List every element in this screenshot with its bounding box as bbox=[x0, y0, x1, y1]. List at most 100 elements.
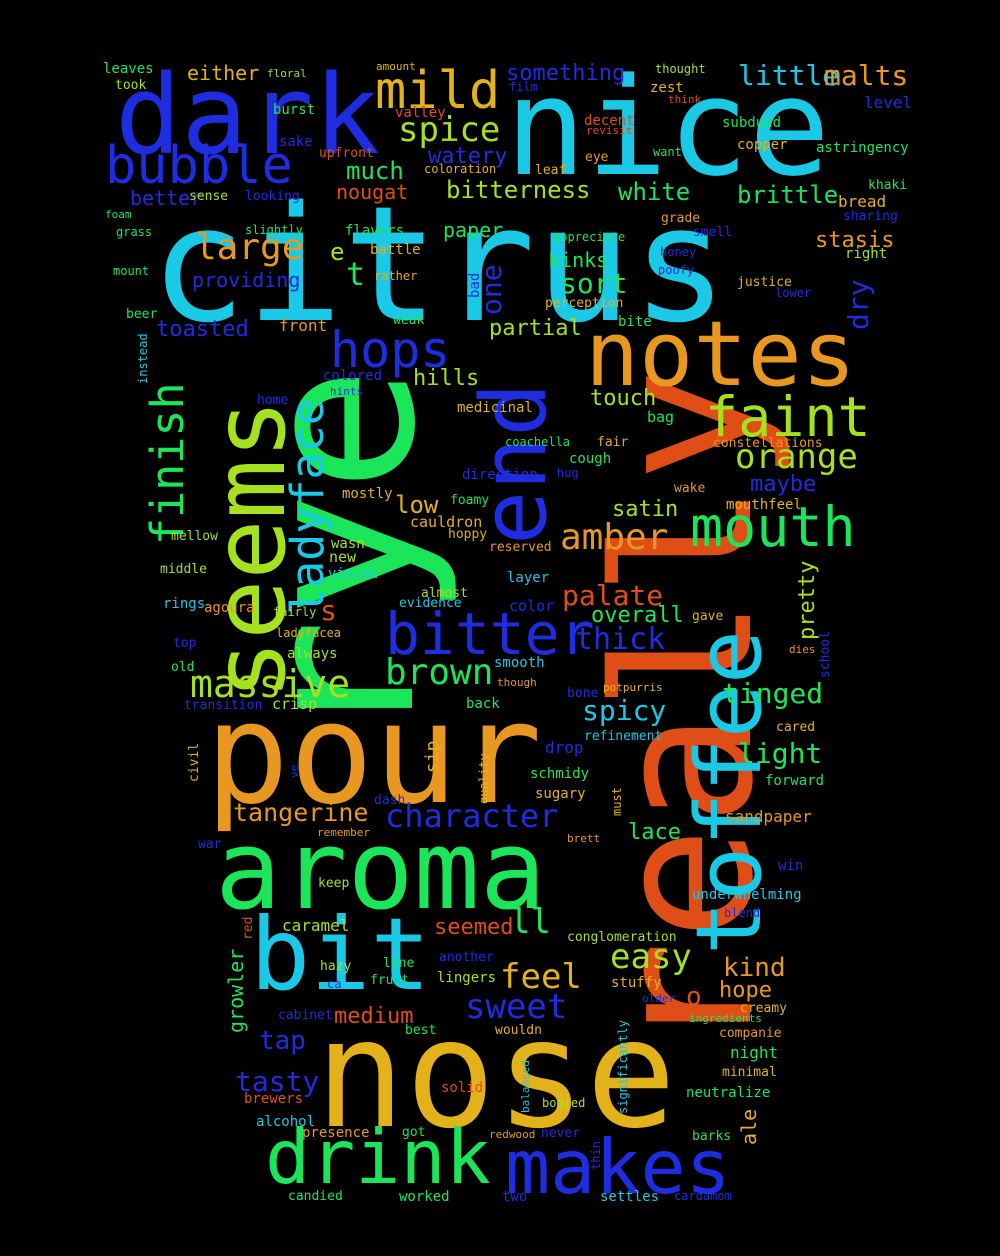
word-ladyface: ladyface bbox=[281, 398, 334, 615]
word-evidence: evidence bbox=[399, 596, 462, 611]
word-watery: watery bbox=[428, 144, 508, 169]
word-paper: paper bbox=[443, 218, 504, 242]
word-ingredients: ingredients bbox=[689, 1012, 762, 1025]
word-back: back bbox=[466, 696, 500, 712]
word-bubble: bubble bbox=[105, 136, 293, 196]
word-bone: bone bbox=[567, 686, 599, 701]
word-want: want bbox=[653, 145, 682, 159]
word-win: win bbox=[778, 858, 804, 874]
word-hops: hops bbox=[330, 321, 451, 379]
word-remember: remember bbox=[317, 826, 370, 839]
word-honey: honey bbox=[660, 245, 697, 259]
word-kinks: kinks bbox=[548, 248, 609, 272]
word-transition: transition bbox=[184, 698, 263, 713]
word-cauldron: cauldron bbox=[410, 513, 483, 531]
word-tinged: tinged bbox=[722, 677, 824, 710]
word-s: s bbox=[320, 594, 337, 627]
word-stuffy: stuffy bbox=[611, 975, 662, 991]
word-cared: cared bbox=[776, 720, 816, 735]
word-middle: middle bbox=[160, 562, 207, 577]
word-balanced: balanced bbox=[519, 1060, 532, 1113]
word-alcohol: alcohol bbox=[256, 1114, 316, 1130]
word-medicinal: medicinal bbox=[457, 400, 533, 416]
word-barks: barks bbox=[692, 1129, 732, 1144]
word-justice: justice bbox=[737, 275, 792, 290]
word-leaf: leaf bbox=[535, 163, 567, 178]
word-worked: worked bbox=[399, 1189, 450, 1205]
word-must: must bbox=[610, 787, 624, 816]
word-presence: presence bbox=[302, 1125, 370, 1141]
word-got: got bbox=[402, 1125, 426, 1140]
word-burst: burst bbox=[273, 102, 316, 118]
word-coachella: coachella bbox=[505, 435, 571, 449]
word-companie: companie bbox=[719, 1026, 782, 1041]
word-malts: malts bbox=[824, 59, 909, 92]
word-feel: feel bbox=[500, 957, 582, 997]
word-quality: quality bbox=[477, 753, 491, 804]
word-fairly: fairly bbox=[273, 605, 317, 619]
word-wasn: wasn bbox=[331, 536, 365, 552]
word-red: red bbox=[241, 916, 256, 940]
word-film: film bbox=[509, 80, 538, 94]
word-school: school bbox=[818, 631, 833, 678]
word-cardamom: cardamom bbox=[674, 1189, 732, 1203]
word-direction: direction bbox=[462, 467, 538, 483]
word-bitter: bitter bbox=[385, 600, 595, 668]
word-satin: satin bbox=[612, 497, 679, 522]
word-kind: kind bbox=[723, 953, 786, 983]
word-bit: bit bbox=[250, 896, 431, 1013]
word-creamy: creamy bbox=[740, 1001, 787, 1016]
word-finish: finish bbox=[141, 382, 194, 545]
word-bite: bite bbox=[618, 314, 652, 330]
word-color: color bbox=[509, 597, 555, 615]
word-little: little bbox=[738, 59, 840, 92]
word-gave: gave bbox=[692, 609, 724, 624]
word-much: much bbox=[346, 157, 404, 185]
word-orange: orange bbox=[735, 437, 858, 477]
word-level: level bbox=[864, 93, 913, 112]
word-sugary: sugary bbox=[535, 786, 586, 802]
word-providing: providing bbox=[192, 268, 301, 292]
word-tasty: tasty bbox=[235, 1065, 320, 1098]
word-candied: candied bbox=[288, 1189, 343, 1204]
word-schmidy: schmidy bbox=[530, 766, 590, 782]
word-night: night bbox=[730, 1043, 779, 1062]
word-rings: rings bbox=[163, 596, 206, 612]
word-zest: zest bbox=[650, 80, 684, 96]
word-hints: hints bbox=[330, 385, 364, 398]
word-older: older bbox=[642, 992, 676, 1005]
word-ale: ale bbox=[737, 1108, 761, 1145]
word-brittle: brittle bbox=[737, 181, 839, 209]
word-colored: colored bbox=[323, 368, 383, 384]
word-makes: makes bbox=[505, 1123, 731, 1211]
word-almost: almost bbox=[421, 586, 468, 601]
word-always: always bbox=[287, 646, 338, 662]
word-dry: dry bbox=[842, 279, 875, 330]
word-partial: partial bbox=[489, 316, 582, 341]
word-grass: grass bbox=[116, 225, 153, 239]
word-though: though bbox=[497, 676, 537, 689]
word-growler: growler bbox=[224, 948, 248, 1033]
word-blend: blend bbox=[724, 906, 761, 920]
word-old: old bbox=[171, 660, 195, 675]
word-spicy: spicy bbox=[582, 694, 667, 727]
word-sandpaper: sandpaper bbox=[725, 807, 812, 826]
word-t: t bbox=[346, 255, 366, 293]
word-sip: sip bbox=[422, 740, 443, 773]
word-massive: massive bbox=[190, 662, 351, 706]
word-foam: foam bbox=[105, 208, 132, 221]
word-caramel: caramel bbox=[282, 916, 350, 935]
word-keep: keep bbox=[318, 876, 350, 891]
word-home: home bbox=[257, 393, 289, 408]
word-thought: thought bbox=[655, 62, 706, 76]
word-aroma: aroma bbox=[215, 806, 547, 934]
word-mount: mount bbox=[113, 264, 150, 278]
word-significantly: significantly bbox=[616, 1020, 630, 1114]
word-neutralize: neutralize bbox=[686, 1085, 771, 1101]
word-eye: eye bbox=[585, 150, 609, 165]
word-dash: dash bbox=[374, 793, 406, 808]
word-fair: fair bbox=[597, 435, 629, 450]
word-dies: dies bbox=[789, 643, 816, 656]
word-character: character bbox=[385, 797, 559, 835]
word-nougat: nougat bbox=[336, 180, 409, 204]
